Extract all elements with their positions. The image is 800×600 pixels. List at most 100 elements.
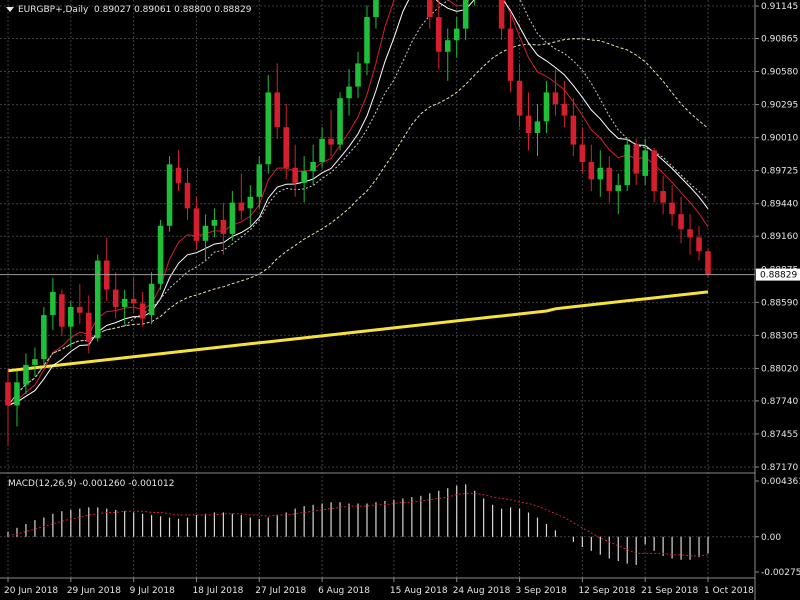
- candle: [139, 291, 146, 327]
- time-tick-label: 29 Jun 2018: [67, 586, 121, 596]
- candle-body: [59, 294, 65, 327]
- time-tick-label: 9 Jul 2018: [130, 586, 175, 596]
- candle: [534, 103, 541, 157]
- candle-body: [462, 0, 469, 29]
- candle-body: [337, 98, 343, 145]
- candle: [202, 214, 209, 261]
- candle-body: [247, 196, 254, 209]
- candle: [148, 272, 155, 325]
- candle-body: [615, 185, 622, 191]
- candle-body: [265, 92, 272, 165]
- candle: [669, 185, 675, 226]
- candle-body: [543, 92, 550, 122]
- candle: [112, 272, 119, 319]
- candle-body: [274, 92, 281, 128]
- candle-body: [588, 161, 595, 180]
- candle: [346, 69, 352, 116]
- time-tick-label: 21 Sep 2018: [641, 586, 698, 596]
- candle: [256, 156, 263, 209]
- triangle-down-icon[interactable]: [6, 7, 14, 12]
- candle-body: [112, 289, 119, 307]
- candle-body: [5, 382, 11, 406]
- candle: [561, 80, 568, 128]
- candle-body: [516, 80, 523, 116]
- candle: [193, 196, 200, 249]
- candle: [328, 109, 334, 157]
- candle-body: [238, 202, 245, 211]
- price-tick-label: 0.88590: [761, 298, 798, 308]
- time-tick-label: 15 Aug 2018: [390, 586, 448, 596]
- candle-body: [220, 219, 227, 234]
- candle-body: [570, 115, 577, 145]
- macd-label: MACD(12,26,9) -0.001260 -0.001012: [8, 479, 174, 489]
- candle-body: [121, 298, 128, 307]
- candle-body: [256, 164, 263, 197]
- candle-body: [319, 138, 325, 162]
- candle: [588, 144, 595, 191]
- candle: [247, 185, 254, 226]
- candle: [229, 190, 236, 241]
- candle-body: [642, 150, 648, 176]
- candle-body: [41, 315, 47, 360]
- candle: [687, 214, 693, 255]
- candle-body: [68, 306, 74, 327]
- macd-signal-line: [7, 492, 709, 557]
- price-tick-label: 0.91145: [761, 2, 798, 12]
- time-axis: 20 Jun 2018 29 Jun 2018 9 Jul 2018 18 Jul 2…: [4, 578, 754, 596]
- candle-body: [579, 144, 586, 162]
- candle-body: [211, 219, 218, 226]
- candle: [5, 368, 11, 447]
- candle-body: [166, 164, 173, 226]
- candle-body: [301, 171, 307, 183]
- candle-body: [157, 225, 164, 284]
- candle-body: [453, 28, 460, 41]
- candle-body: [552, 92, 559, 104]
- price-tick-label: 0.87740: [761, 397, 798, 407]
- time-tick-label: 18 Jul 2018: [192, 586, 243, 596]
- candle: [301, 156, 307, 203]
- candle: [373, 0, 379, 29]
- price-tick-label: 0.89160: [761, 232, 798, 242]
- candle: [453, 17, 460, 58]
- moving-average-fast-dashed: [7, 0, 709, 406]
- candle: [633, 138, 639, 186]
- candle-body: [355, 63, 361, 87]
- candle-body: [651, 150, 657, 191]
- current-price-tag: 0.88829: [0, 268, 800, 281]
- macd-tick-label: 0.004361: [761, 477, 800, 487]
- macd-tick-label: 0.00: [761, 533, 781, 543]
- time-tick-label: 3 Sep 2018: [516, 586, 568, 596]
- price-tick-label: 0.88305: [761, 331, 798, 341]
- candle: [660, 175, 666, 215]
- candle: [274, 63, 281, 139]
- symbol-header: EURGBP+,Daily: [18, 5, 89, 15]
- candle: [570, 98, 577, 157]
- candle: [543, 80, 550, 133]
- current-price-background: [756, 268, 800, 281]
- candle: [615, 173, 622, 215]
- candle: [310, 144, 316, 186]
- candle: [516, 63, 523, 128]
- candles: [5, 0, 711, 447]
- candle-body: [23, 364, 29, 385]
- candle: [292, 144, 298, 197]
- price-tick-label: 0.87170: [761, 463, 798, 473]
- time-tick-label: 6 Aug 2018: [318, 586, 370, 596]
- candle-body: [85, 312, 92, 342]
- candle-body: [32, 359, 38, 365]
- candle-body: [687, 229, 693, 238]
- candle: [606, 156, 613, 203]
- candle-body: [660, 190, 666, 203]
- candle: [283, 103, 289, 180]
- candle-body: [50, 291, 56, 316]
- candle: [552, 69, 559, 116]
- candle: [32, 347, 38, 377]
- candle-body: [525, 115, 532, 133]
- candle: [130, 277, 137, 313]
- candle-body: [606, 167, 613, 191]
- candle-body: [364, 17, 370, 64]
- candle-body: [669, 202, 675, 215]
- time-tick-label: 27 Jul 2018: [255, 586, 306, 596]
